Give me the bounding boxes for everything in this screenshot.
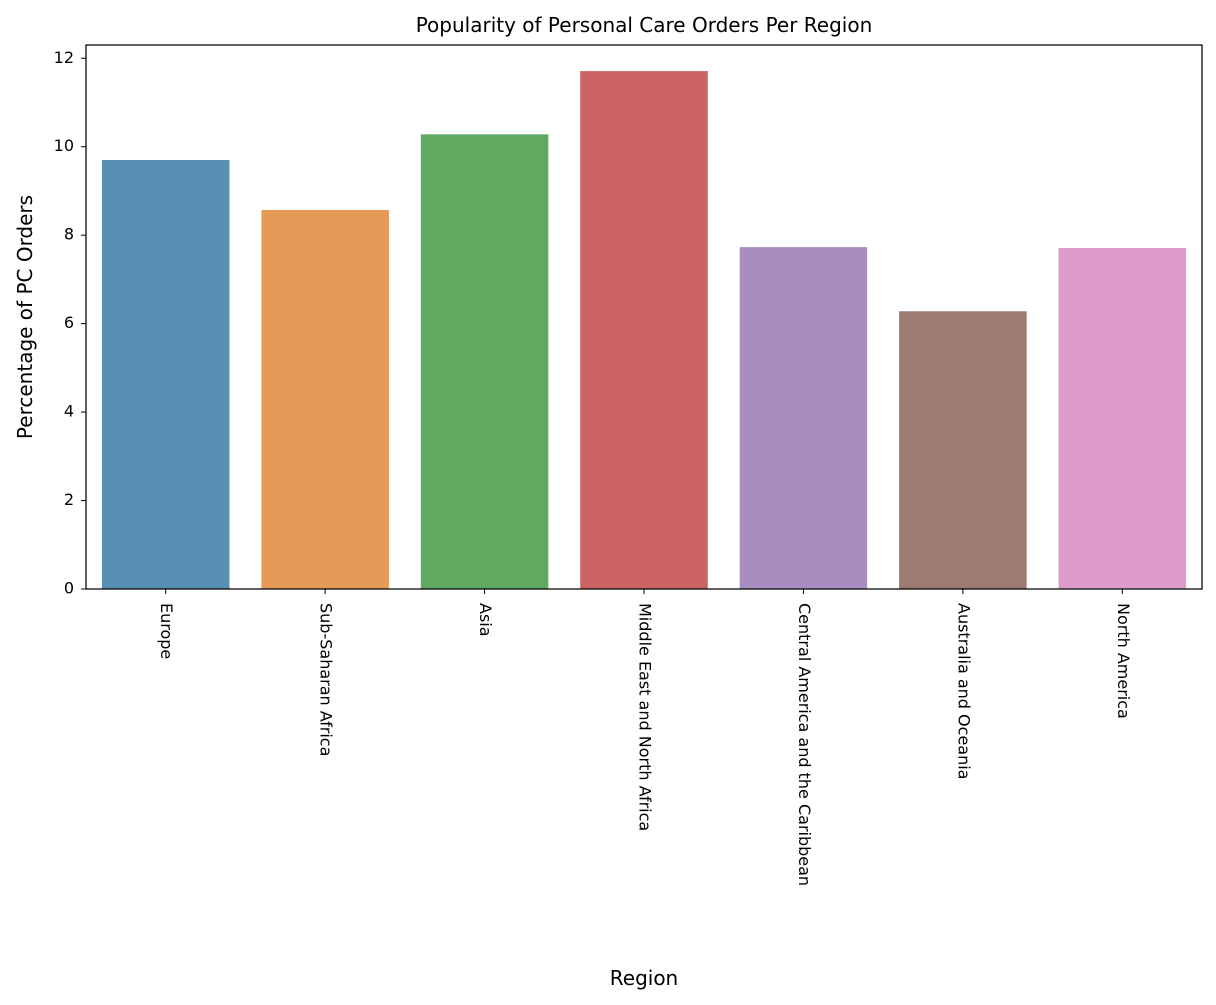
y-tick-label: 6 [64, 313, 74, 332]
x-tick-label: Sub-Saharan Africa [317, 603, 336, 756]
y-tick-label: 8 [64, 225, 74, 244]
bar-middle-east-and-north-africa [580, 71, 708, 590]
y-tick-label: 4 [64, 402, 74, 421]
chart-title: Popularity of Personal Care Orders Per R… [416, 13, 873, 37]
bar-australia-and-oceania [899, 311, 1027, 589]
x-tick-label: Asia [476, 603, 495, 637]
x-axis-title: Region [610, 966, 678, 990]
y-tick-label: 10 [54, 136, 74, 155]
x-tick-label: Middle East and North Africa [636, 603, 655, 831]
bar-europe [101, 159, 230, 589]
y-tick-label: 12 [54, 48, 74, 67]
bar-asia [420, 134, 549, 589]
bar-north-america [1058, 248, 1187, 589]
x-tick-label: Australia and Oceania [954, 603, 973, 779]
x-axis: Europe Sub-Saharan Africa Asia Middle East … [157, 589, 1133, 886]
bar-central-america-and-the-caribbean [739, 247, 868, 589]
y-tick-label: 0 [64, 579, 74, 598]
y-axis: 0 2 4 6 8 10 12 [54, 48, 86, 598]
x-tick-label: Central America and the Caribbean [795, 603, 814, 886]
bar-sub-saharan-africa [261, 209, 389, 589]
y-tick-label: 2 [64, 490, 74, 509]
x-tick-label: North America [1114, 603, 1133, 719]
bars-group [101, 71, 1187, 590]
y-axis-title: Percentage of PC Orders [13, 195, 37, 439]
x-tick-label: Europe [157, 603, 176, 659]
